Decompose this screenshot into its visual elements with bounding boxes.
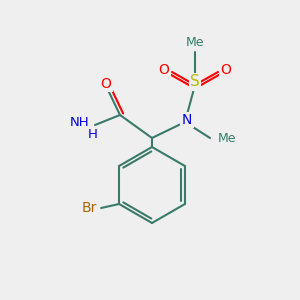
Text: Br: Br [81,201,97,215]
Text: Me: Me [218,131,236,145]
Text: N: N [182,113,192,127]
Text: O: O [100,77,111,91]
Text: O: O [159,63,170,77]
Text: H: H [88,128,98,140]
Text: S: S [190,74,200,89]
Text: NH: NH [69,116,89,130]
Text: O: O [220,63,231,77]
Text: Me: Me [186,37,204,50]
